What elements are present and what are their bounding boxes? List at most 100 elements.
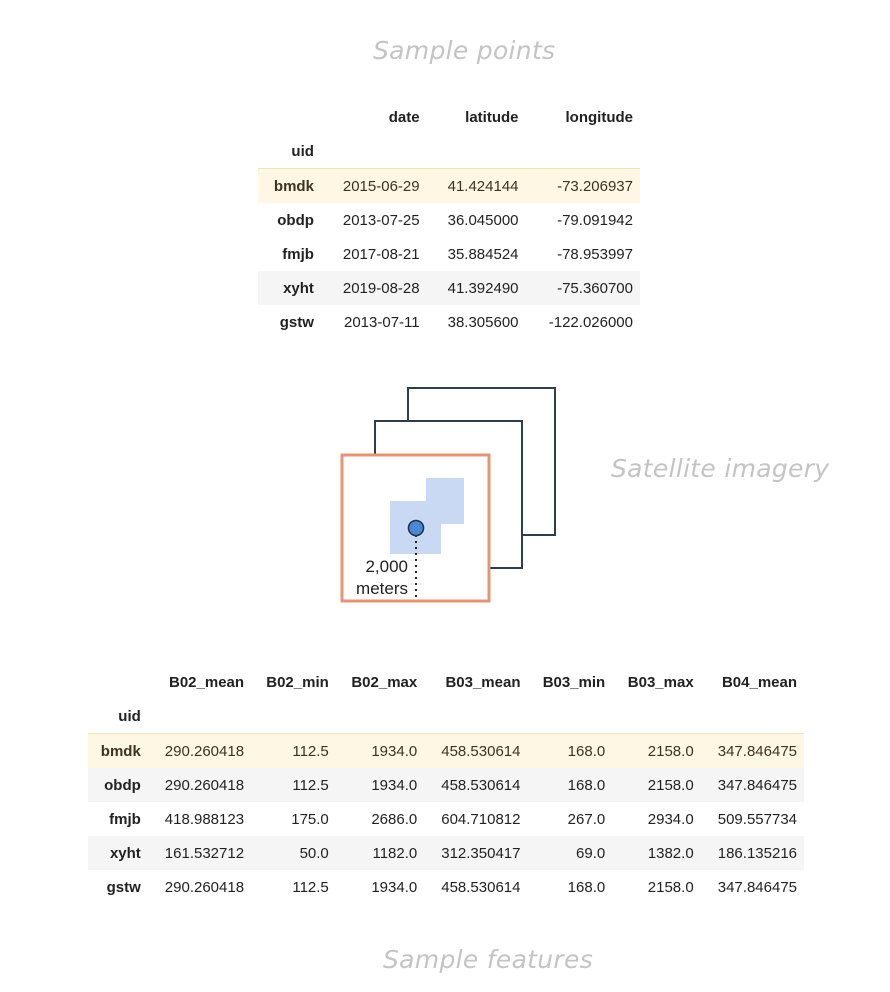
table-cell: 1182.0 xyxy=(372,844,418,862)
cell-latitude: 41.424144 xyxy=(447,177,519,195)
row-index: bmdk xyxy=(100,742,141,760)
caption-sample-features: Sample features xyxy=(383,945,594,974)
table-cell: 161.532712 xyxy=(164,844,245,862)
column-header: B02_max xyxy=(351,673,418,691)
column-header: B02_min xyxy=(266,673,329,691)
table-cell: 347.846475 xyxy=(717,878,797,896)
row-index: obdp xyxy=(104,776,141,794)
table-row: obdp 290.260418 112.5 1934.0 458.530614 … xyxy=(88,768,804,802)
table-cell: 347.846475 xyxy=(717,742,797,760)
satellite-imagery-diagram xyxy=(340,387,556,603)
table-cell: 2686.0 xyxy=(371,810,418,828)
table-cell: 2158.0 xyxy=(647,776,694,794)
table-cell: 509.557734 xyxy=(717,810,797,828)
distance-label: 2,000 meters xyxy=(340,556,408,600)
table-cell: 69.0 xyxy=(576,844,606,862)
column-header: B04_mean xyxy=(721,673,797,691)
table-cell: 168.0 xyxy=(567,742,606,760)
row-index: xyht xyxy=(109,844,141,862)
column-header: date xyxy=(388,108,420,126)
index-name-row: uid xyxy=(88,699,804,734)
table-cell: 347.846475 xyxy=(717,776,797,794)
table-header-row: date latitude longitude xyxy=(258,100,640,134)
table-cell: 458.530614 xyxy=(441,742,521,760)
row-index: obdp xyxy=(277,211,314,229)
table-row: gstw 2013-07-11 38.305600 -122.026000 xyxy=(258,305,640,339)
distance-unit: meters xyxy=(356,579,408,598)
column-header: B02_mean xyxy=(169,673,245,691)
cell-latitude: 38.305600 xyxy=(447,313,519,331)
row-index: xyht xyxy=(283,279,314,297)
table-cell: 175.0 xyxy=(291,810,329,828)
index-name: uid xyxy=(291,142,314,160)
index-name-row: uid xyxy=(258,134,640,169)
caption-satellite-imagery: Satellite imagery xyxy=(611,454,830,483)
cell-date: 2017-08-21 xyxy=(342,245,420,263)
table-cell: 168.0 xyxy=(567,776,606,794)
table-cell: 2934.0 xyxy=(647,810,694,828)
blank-cell xyxy=(701,699,804,734)
table-cell: 168.0 xyxy=(567,878,606,896)
table-cell: 267.0 xyxy=(567,810,606,828)
blank-cell xyxy=(527,699,612,734)
index-name: uid xyxy=(118,707,141,725)
cell-date: 2013-07-11 xyxy=(343,313,420,331)
column-header: B03_max xyxy=(627,673,694,691)
table-cell: 112.5 xyxy=(292,878,329,896)
table-cell: 312.350417 xyxy=(441,844,521,862)
table-cell: 1382.0 xyxy=(647,844,694,862)
sample-points-table: date latitude longitude uid bmdk 2015-06… xyxy=(258,100,640,339)
table-header-row: B02_mean B02_min B02_max B03_mean B03_mi… xyxy=(88,665,804,699)
distance-value: 2,000 xyxy=(365,557,408,576)
table-row: fmjb 418.988123 175.0 2686.0 604.710812 … xyxy=(88,802,804,836)
table-cell: 112.5 xyxy=(292,776,329,794)
row-index: bmdk xyxy=(273,177,314,195)
table-row: obdp 2013-07-25 36.045000 -79.091942 xyxy=(258,203,640,237)
table-cell: 112.5 xyxy=(292,742,329,760)
blank-cell xyxy=(336,699,424,734)
table-cell: 458.530614 xyxy=(441,776,521,794)
cell-longitude: -75.360700 xyxy=(557,279,633,297)
blank-cell xyxy=(612,699,700,734)
table-row: bmdk 2015-06-29 41.424144 -73.206937 xyxy=(258,168,640,203)
row-index: fmjb xyxy=(282,245,314,263)
cell-latitude: 41.392490 xyxy=(447,279,519,297)
cell-latitude: 35.884524 xyxy=(447,245,519,263)
table-cell: 2158.0 xyxy=(647,742,694,760)
table-cell: 458.530614 xyxy=(441,878,521,896)
cell-longitude: -122.026000 xyxy=(548,313,633,331)
cell-date: 2013-07-25 xyxy=(342,211,420,229)
cell-date: 2015-06-29 xyxy=(342,177,420,195)
blank-cell xyxy=(148,699,251,734)
column-header: B03_min xyxy=(542,673,606,691)
cell-longitude: -79.091942 xyxy=(557,211,633,229)
row-index: gstw xyxy=(106,878,141,896)
sample-features-table: B02_mean B02_min B02_max B03_mean B03_mi… xyxy=(88,665,804,904)
cell-date: 2019-08-28 xyxy=(342,279,420,297)
column-header: longitude xyxy=(565,108,634,126)
table-cell: 290.260418 xyxy=(164,878,245,896)
column-header: B03_mean xyxy=(445,673,521,691)
row-index: fmjb xyxy=(109,810,141,828)
blank-cell xyxy=(424,699,527,734)
table-row: xyht 2019-08-28 41.392490 -75.360700 xyxy=(258,271,640,305)
table-cell: 418.988123 xyxy=(164,810,245,828)
table-cell: 290.260418 xyxy=(164,742,245,760)
index-header-blank xyxy=(88,665,148,699)
cell-longitude: -73.206937 xyxy=(557,177,633,195)
table-cell: 604.710812 xyxy=(441,810,521,828)
column-header: latitude xyxy=(465,108,519,126)
table-cell: 1934.0 xyxy=(371,742,418,760)
table-row: gstw 290.260418 112.5 1934.0 458.530614 … xyxy=(88,870,804,904)
table-cell: 1934.0 xyxy=(371,776,418,794)
row-index: gstw xyxy=(279,313,314,331)
table-cell: 186.135216 xyxy=(717,844,797,862)
cell-latitude: 36.045000 xyxy=(447,211,519,229)
table-cell: 290.260418 xyxy=(164,776,245,794)
table-row: bmdk 290.260418 112.5 1934.0 458.530614 … xyxy=(88,733,804,768)
blank-cell xyxy=(251,699,336,734)
table-cell: 50.0 xyxy=(299,844,329,862)
table-cell: 2158.0 xyxy=(647,878,694,896)
caption-sample-points: Sample points xyxy=(373,36,556,65)
table-cell: 1934.0 xyxy=(371,878,418,896)
